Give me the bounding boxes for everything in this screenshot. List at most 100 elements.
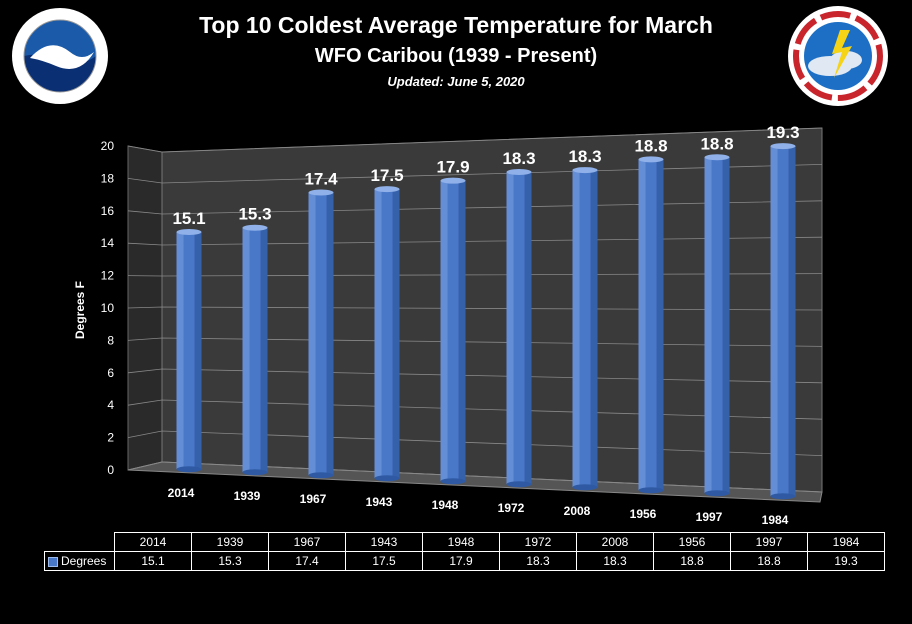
y-tick-label: 18 [101,171,115,185]
nws-logo [788,6,888,106]
bar: 17.9 [436,158,470,485]
bar: 18.8 [700,134,734,497]
data-table-year: 2008 [576,532,654,552]
data-table-year: 1956 [653,532,731,552]
bar: 17.4 [304,169,338,479]
bar-base [638,487,664,494]
bar: 17.5 [370,166,404,482]
bar-base [308,472,334,479]
data-table-value-row: Degrees 15.1 15.3 17.4 17.5 17.9 18.3 18.3 18.8… [44,551,885,571]
data-table-year: 1984 [807,532,885,552]
x-tick-label: 2008 [564,504,591,518]
x-tick-label: 2014 [168,486,195,500]
bar-shade [590,170,598,488]
data-table-value: 18.3 [499,551,577,571]
data-table-value: 17.9 [422,551,500,571]
data-table-value: 18.8 [653,551,731,571]
y-tick-label: 2 [107,431,114,445]
data-table-value: 18.8 [730,551,808,571]
bar-shade [524,172,532,485]
bar-shade [326,192,334,476]
gridline [127,164,823,184]
bar-cap [704,154,730,161]
data-table-year: 1939 [191,532,269,552]
bar-highlight [308,192,316,476]
bar-base [176,466,202,473]
x-tick-label: 1967 [300,492,327,506]
x-tick-label: 1956 [630,507,657,521]
bar-highlight [242,227,250,473]
data-table-year: 1967 [268,532,346,552]
x-tick-label: 1984 [762,513,789,527]
gridline [127,306,823,311]
bar-highlight [176,231,184,470]
gridline [127,461,823,493]
y-tick-label: 6 [107,366,114,380]
gridline [127,236,823,246]
data-table-value: 15.1 [114,551,192,571]
chart-subtitle: WFO Caribou (1939 - Present) [314,45,598,67]
chart-title: Top 10 Coldest Average Temperature for M… [199,12,713,38]
data-label: 18.8 [700,134,733,153]
bar: 18.3 [502,149,536,488]
gridline [127,430,823,456]
data-label: 17.4 [304,169,338,188]
data-label: 17.5 [370,166,403,185]
y-tick-label: 14 [101,236,115,250]
y-tick-label: 16 [101,204,115,218]
bar-shade [458,180,466,482]
gridline [127,399,823,420]
bar-base [440,478,466,485]
bar-shade [722,157,730,494]
data-table-value: 18.3 [576,551,654,571]
x-tick-label: 1997 [696,510,723,524]
bar-highlight [374,189,382,479]
bar-highlight [770,146,778,497]
data-table-year: 2014 [114,532,192,552]
gridline [127,200,823,215]
data-table-year: 1948 [422,532,500,552]
bar-cap [770,143,796,150]
data-label: 17.9 [436,158,469,177]
data-label: 18.8 [634,136,667,155]
bar: 18.8 [634,136,668,494]
y-tick-label: 0 [107,463,114,477]
y-axis-label: Degrees F [73,281,87,339]
bar-cap [572,167,598,174]
bar: 15.3 [238,205,272,476]
data-table-header-row: 2014 1939 1967 1943 1948 1972 2008 1956 1997 1984 [45,532,885,552]
data-table-year: 1972 [499,532,577,552]
data-table-value: 19.3 [807,551,885,571]
bar-cap [242,224,268,231]
y-tick-label: 4 [107,398,114,412]
data-table-row-label: Degrees [44,551,115,571]
bar-cap [506,169,532,176]
bar-highlight [506,172,514,485]
data-label: 19.3 [766,123,799,142]
bar-cap [176,228,202,235]
bar-base [770,493,796,500]
x-tick-label: 1939 [234,489,261,503]
x-tick-label: 1948 [432,498,459,512]
bar-cap [374,186,400,193]
bar-shade [656,159,664,491]
gridline [127,337,823,347]
bar-base [572,484,598,491]
data-label: 18.3 [502,149,535,168]
y-tick-label: 20 [101,139,115,153]
data-table-value: 17.5 [345,551,423,571]
noaa-logo [12,8,108,104]
data-table-value: 17.4 [268,551,346,571]
bar-base [374,475,400,482]
data-label: 15.1 [172,209,205,228]
bar-base [506,481,532,488]
updated-date: Updated: June 5, 2020 [387,74,525,89]
bar-highlight [440,180,448,482]
bar-shade [788,146,796,497]
bar-highlight [704,157,712,494]
gridline [127,368,823,384]
bar: 19.3 [766,123,800,500]
series-swatch [48,556,58,567]
y-tick-label: 8 [107,333,114,347]
bar-shade [260,227,268,473]
